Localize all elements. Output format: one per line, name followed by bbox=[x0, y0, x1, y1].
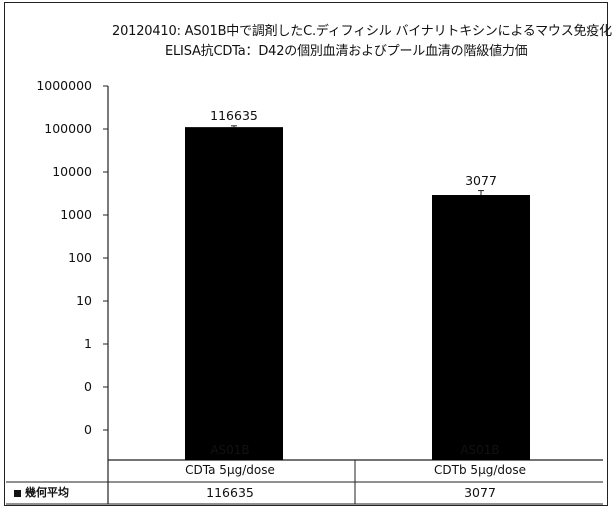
category-2-adjuvant: AS01B bbox=[460, 443, 500, 457]
y-tick-label: 10000 bbox=[52, 164, 92, 179]
y-tick-label: 0 bbox=[84, 379, 92, 394]
table-value-2: 3077 bbox=[464, 485, 496, 500]
category-1-adjuvant: AS01B bbox=[210, 443, 250, 457]
y-tick-label: 10 bbox=[76, 293, 92, 308]
table-row-label: 幾何平均 bbox=[14, 484, 69, 500]
legend-swatch bbox=[14, 489, 21, 497]
data-label: 3077 bbox=[465, 172, 497, 188]
table-value-1: 116635 bbox=[206, 485, 254, 500]
category-2-antigen: CDTb 5μg/dose bbox=[434, 463, 526, 477]
y-tick-label: 100000 bbox=[44, 121, 92, 136]
bar bbox=[432, 195, 530, 461]
bar bbox=[185, 127, 283, 461]
table-row-label-text: 幾何平均 bbox=[25, 486, 69, 499]
chart-title: 20120410: AS01B中で調剤したC.ディフィシル バイナリトキシンによ… bbox=[112, 24, 612, 39]
y-tick-label: 1 bbox=[84, 336, 92, 351]
chart-frame bbox=[4, 2, 608, 506]
y-tick-label: 1000000 bbox=[36, 78, 92, 93]
y-tick-label: 1000 bbox=[60, 207, 92, 222]
chart-subtitle: ELISA抗CDTa：D42の個別血清およびプール血清の階級値力価 bbox=[165, 44, 528, 59]
y-tick-label: 0 bbox=[84, 422, 92, 437]
y-tick-label: 100 bbox=[68, 250, 92, 265]
category-1-antigen: CDTa 5μg/dose bbox=[185, 463, 275, 477]
data-label: 116635 bbox=[210, 107, 258, 123]
